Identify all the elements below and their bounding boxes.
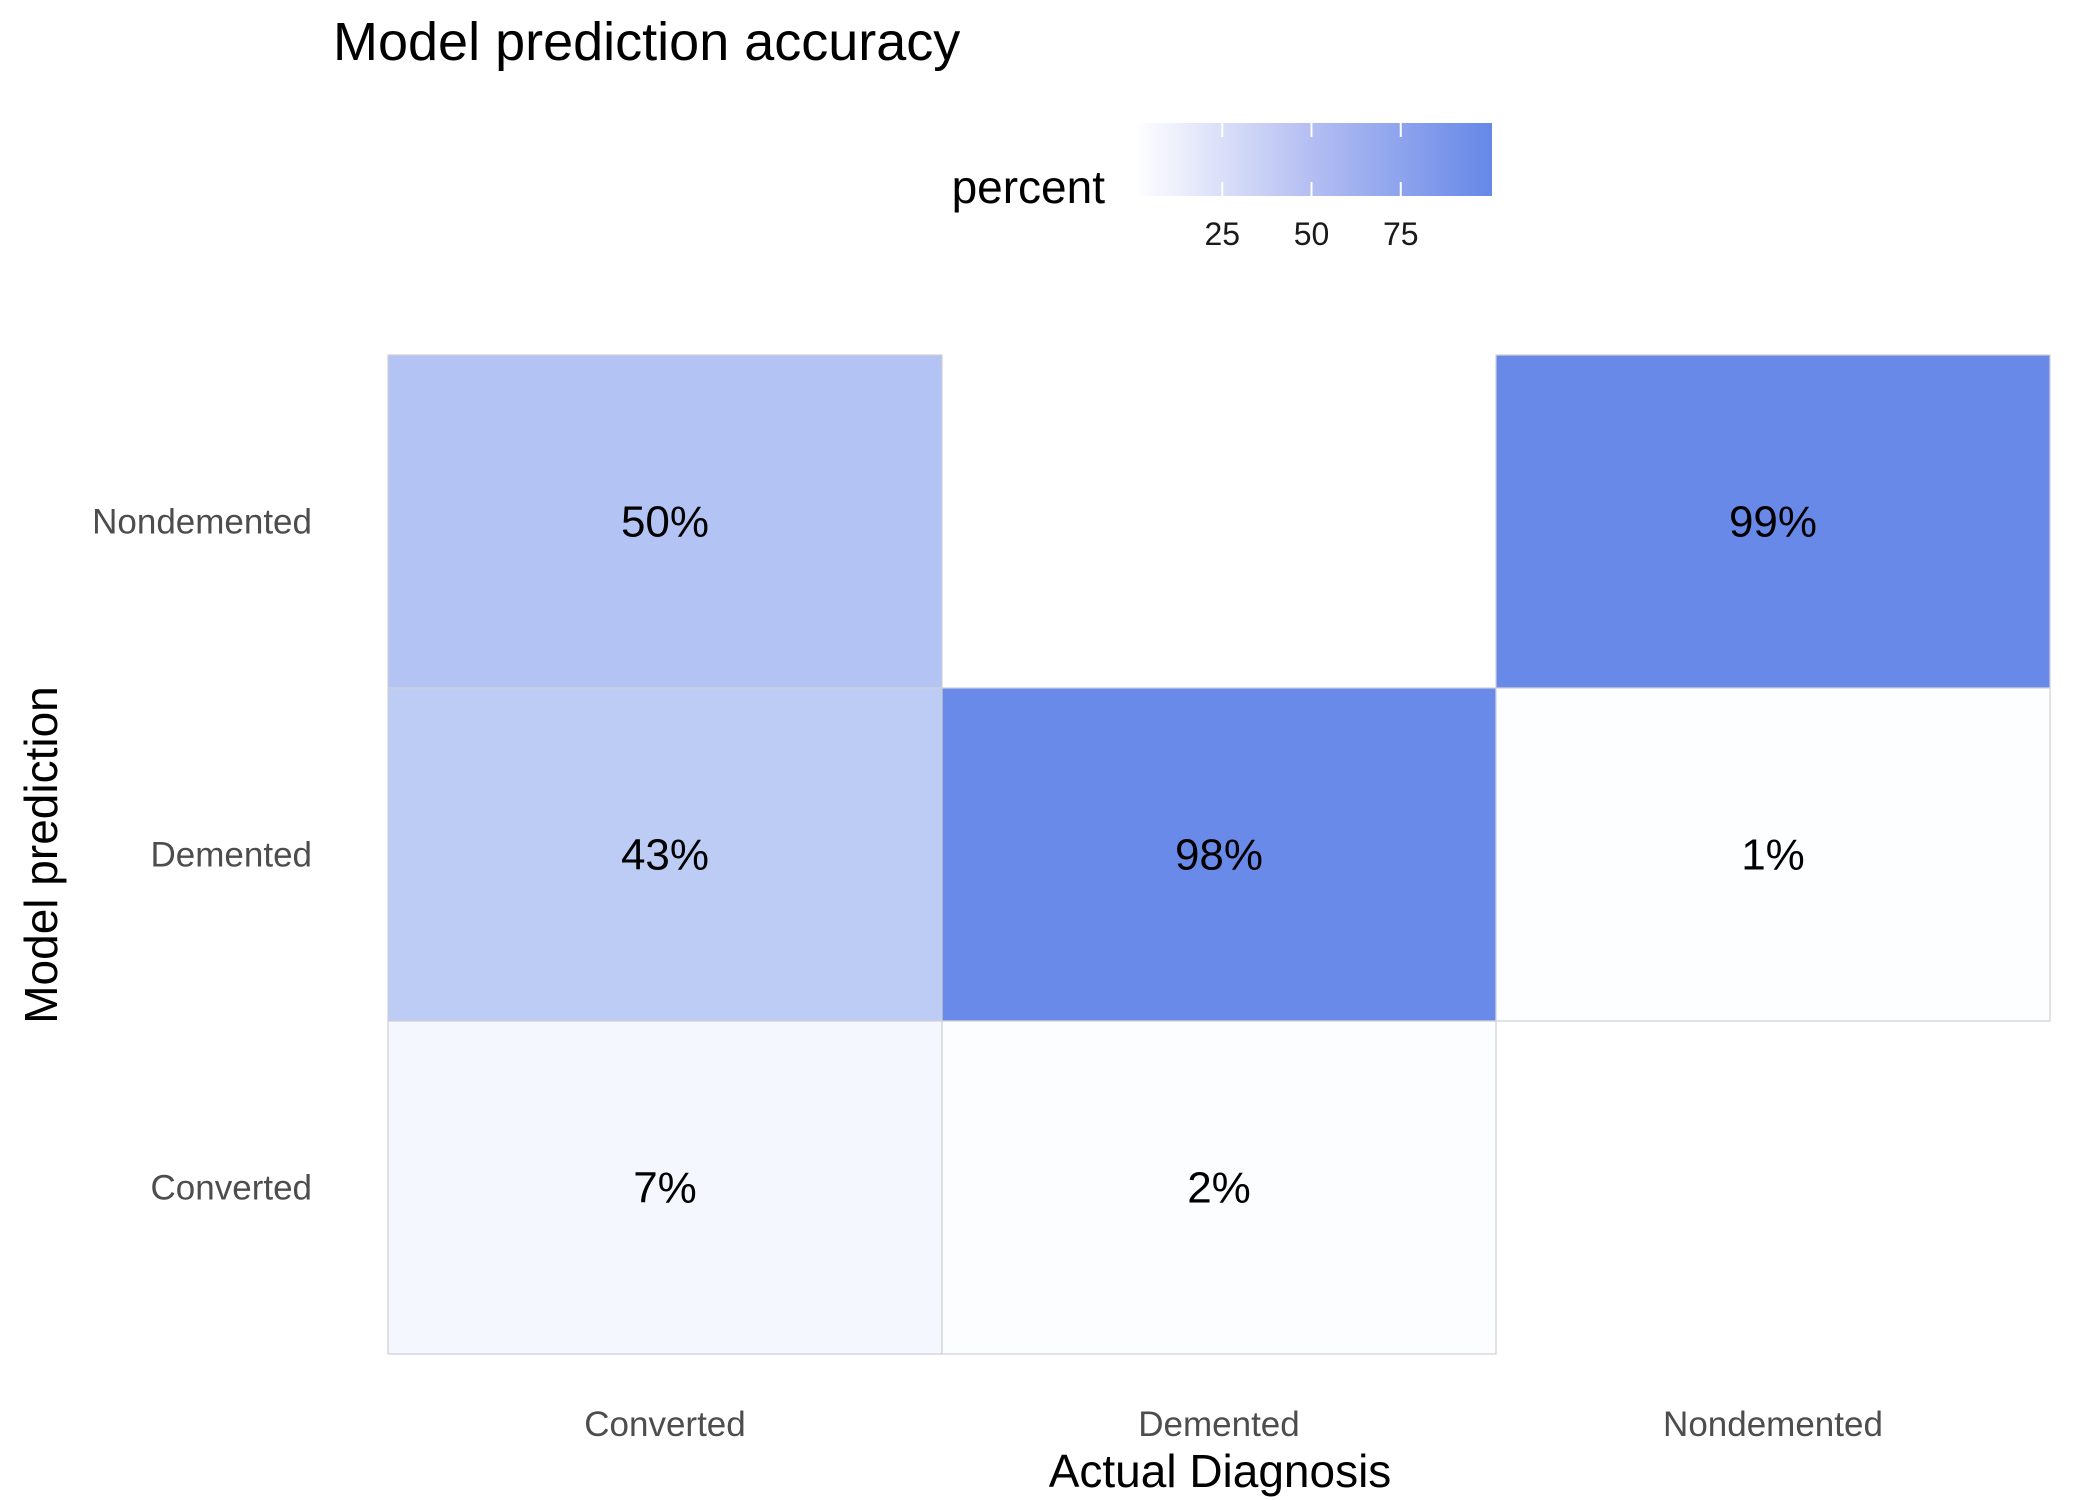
legend-tick-label: 50 — [1294, 216, 1330, 252]
x-axis-ticks: Converted Demented Nondemented — [584, 1405, 1883, 1444]
y-tick-label: Converted — [151, 1169, 312, 1208]
y-axis-title: Model prediction — [15, 686, 67, 1024]
cell-value-label: 7% — [633, 1164, 697, 1213]
chart-title: Model prediction accuracy — [333, 12, 960, 72]
heatmap-cell — [1495, 354, 2051, 689]
x-tick-label: Nondemented — [1663, 1405, 1883, 1444]
legend-ticks: 25 50 75 — [1204, 123, 1419, 252]
legend-tick-label: 75 — [1383, 216, 1419, 252]
cell-value-label: 50% — [621, 498, 709, 547]
heatmap-cell — [1495, 687, 2051, 1022]
cell-value-label: 2% — [1187, 1164, 1251, 1213]
cell-value-label: 99% — [1729, 498, 1817, 547]
legend: percent 25 50 75 — [952, 123, 1492, 252]
x-tick-label: Converted — [584, 1405, 745, 1444]
heatmap-cell — [941, 1020, 1497, 1355]
x-axis-title: Actual Diagnosis — [1049, 1445, 1392, 1497]
y-tick-label: Nondemented — [92, 503, 312, 542]
legend-title: percent — [952, 161, 1106, 213]
legend-colorbar — [1135, 123, 1492, 196]
heatmap-cells: 50% 43% 7% 98% 2% 99% 1% — [387, 354, 2051, 1355]
cell-value-label: 98% — [1175, 831, 1263, 880]
heatmap-cell — [941, 687, 1497, 1022]
y-axis-ticks: Converted Demented Nondemented — [92, 503, 312, 1208]
x-tick-label: Demented — [1138, 1405, 1299, 1444]
y-tick-label: Demented — [151, 836, 312, 875]
heatmap-cell — [387, 1020, 943, 1355]
legend-tick-label: 25 — [1204, 216, 1240, 252]
cell-value-label: 1% — [1741, 831, 1805, 880]
cell-value-label: 43% — [621, 831, 709, 880]
heatmap-cell — [387, 354, 943, 689]
